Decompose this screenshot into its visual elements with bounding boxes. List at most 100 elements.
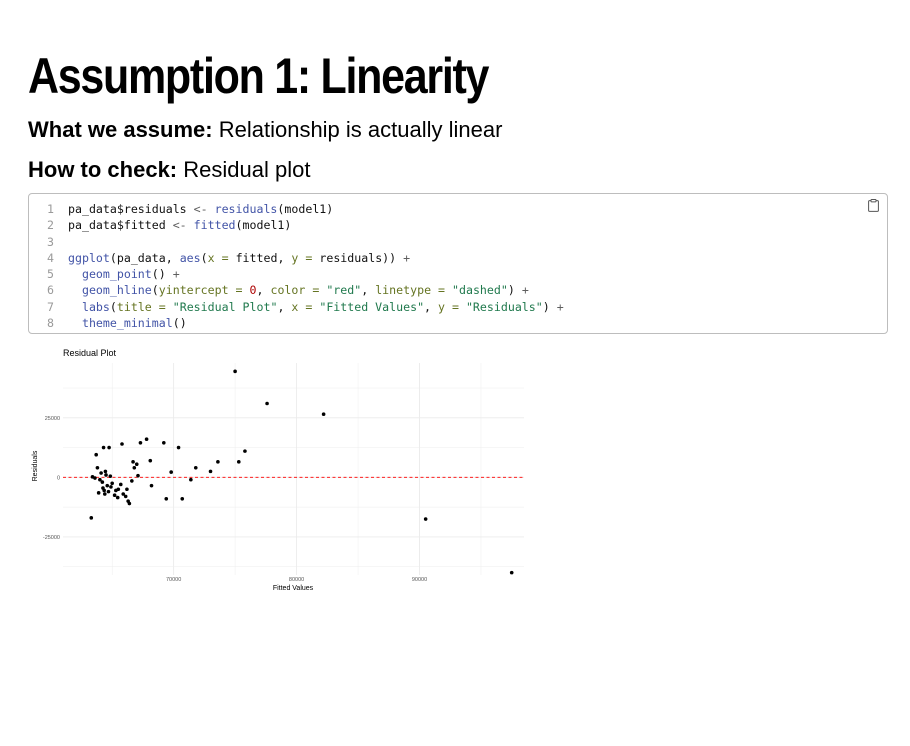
data-point bbox=[132, 466, 137, 470]
code-token: + bbox=[556, 299, 564, 314]
chart-title: Residual Plot bbox=[63, 348, 117, 358]
data-point bbox=[243, 449, 247, 453]
code-token bbox=[459, 300, 466, 314]
code-token: labs bbox=[81, 299, 110, 314]
code-token: title = bbox=[116, 299, 166, 314]
code-token: y = bbox=[291, 250, 313, 265]
data-point bbox=[89, 516, 94, 520]
code-token: ggplot bbox=[68, 250, 110, 265]
code-token: , bbox=[256, 283, 271, 298]
y-tick-label: -25000 bbox=[43, 535, 60, 541]
code-token bbox=[68, 267, 82, 281]
code-token: "Residuals" bbox=[465, 299, 543, 314]
data-point bbox=[118, 482, 123, 487]
data-point bbox=[102, 492, 107, 496]
code-token: aes bbox=[179, 250, 201, 265]
code-token: , bbox=[424, 299, 439, 314]
clipboard-icon[interactable] bbox=[868, 199, 879, 212]
data-point bbox=[233, 369, 237, 374]
x-tick-label: 70000 bbox=[166, 577, 181, 583]
code-token: "Fitted Values" bbox=[319, 299, 425, 314]
code-token: ( bbox=[151, 283, 159, 298]
code-token: <- bbox=[172, 218, 187, 233]
code-line: 8 theme_minimal() bbox=[29, 315, 564, 331]
y-axis-label: Residuals bbox=[32, 450, 39, 481]
code-line: 5 geom_point() + bbox=[29, 266, 564, 282]
assumption-label: What we assume: bbox=[28, 117, 213, 142]
code-token: yintercept = bbox=[158, 283, 243, 298]
data-point bbox=[109, 485, 113, 489]
data-point bbox=[131, 460, 135, 464]
page-title: Assumption 1: Linearity bbox=[28, 48, 489, 104]
code-token: "dashed" bbox=[452, 283, 508, 298]
code-token: (model1) bbox=[277, 202, 334, 216]
data-point bbox=[216, 460, 220, 464]
data-point bbox=[176, 445, 181, 450]
data-point bbox=[125, 487, 129, 492]
line-number: 1 bbox=[47, 202, 54, 216]
code-token: () bbox=[151, 267, 173, 282]
data-point bbox=[321, 412, 326, 417]
data-point bbox=[189, 477, 193, 482]
code-token: ) bbox=[542, 299, 557, 314]
data-point bbox=[144, 437, 149, 442]
code-line: 7 labs(title = "Residual Plot", x = "Fit… bbox=[29, 299, 564, 315]
data-point bbox=[208, 469, 213, 474]
code-token: <- bbox=[193, 202, 208, 216]
code-token: ) bbox=[507, 283, 522, 298]
code-token bbox=[208, 202, 215, 216]
code-token: + bbox=[403, 250, 411, 265]
data-point bbox=[100, 480, 105, 484]
code-token: "Residual Plot" bbox=[172, 299, 278, 314]
code-token: residuals bbox=[214, 202, 278, 216]
data-point bbox=[107, 445, 111, 450]
data-point bbox=[509, 570, 514, 575]
code-token: "red" bbox=[326, 283, 362, 298]
code-token: , bbox=[277, 299, 292, 314]
code-token: residuals)) bbox=[312, 250, 404, 265]
data-point bbox=[94, 452, 98, 457]
data-point bbox=[93, 476, 97, 480]
data-point bbox=[265, 401, 269, 406]
check-line: How to check: Residual plot bbox=[28, 157, 310, 183]
data-point bbox=[121, 492, 126, 496]
data-point bbox=[164, 496, 169, 501]
code-token: x = bbox=[291, 299, 313, 314]
data-point bbox=[99, 471, 103, 475]
line-number: 3 bbox=[47, 234, 54, 249]
code-token: geom_hline bbox=[81, 283, 152, 298]
code-token: + bbox=[521, 283, 529, 298]
check-text: Residual plot bbox=[177, 157, 311, 182]
code-block: 1 pa_data$residuals <- residuals(model1) 2… bbox=[28, 193, 888, 334]
code-token: 0 bbox=[249, 283, 257, 298]
assumption-line: What we assume: Relationship is actually… bbox=[28, 117, 502, 143]
line-number: 7 bbox=[47, 299, 54, 314]
code-line: 2 pa_data$fitted <- fitted(model1) bbox=[29, 217, 564, 233]
code-token bbox=[68, 283, 82, 297]
line-number: 4 bbox=[47, 250, 54, 265]
code-token: pa_data$residuals bbox=[68, 202, 194, 216]
data-point bbox=[136, 473, 140, 478]
data-point bbox=[130, 479, 134, 483]
code-token: color = bbox=[270, 283, 320, 298]
data-point bbox=[95, 466, 100, 470]
line-number: 8 bbox=[47, 316, 54, 331]
line-number: 2 bbox=[47, 218, 54, 233]
code-listing: 1 pa_data$residuals <- residuals(model1) 2… bbox=[29, 201, 564, 331]
code-token: () bbox=[172, 316, 187, 331]
plot-grid bbox=[63, 363, 524, 575]
code-token: geom_point bbox=[81, 267, 152, 282]
code-line: 3 bbox=[29, 234, 564, 250]
x-tick-label: 80000 bbox=[289, 577, 304, 583]
code-token: ( bbox=[109, 299, 117, 314]
data-point bbox=[116, 487, 121, 492]
data-point bbox=[98, 477, 102, 482]
data-point bbox=[112, 493, 117, 498]
data-point bbox=[123, 494, 128, 499]
check-label: How to check: bbox=[28, 157, 178, 182]
code-token: pa_data$fitted bbox=[68, 218, 173, 233]
data-point bbox=[120, 442, 124, 446]
code-token: (model1) bbox=[235, 218, 292, 233]
code-token bbox=[445, 283, 452, 297]
code-token bbox=[187, 218, 194, 232]
